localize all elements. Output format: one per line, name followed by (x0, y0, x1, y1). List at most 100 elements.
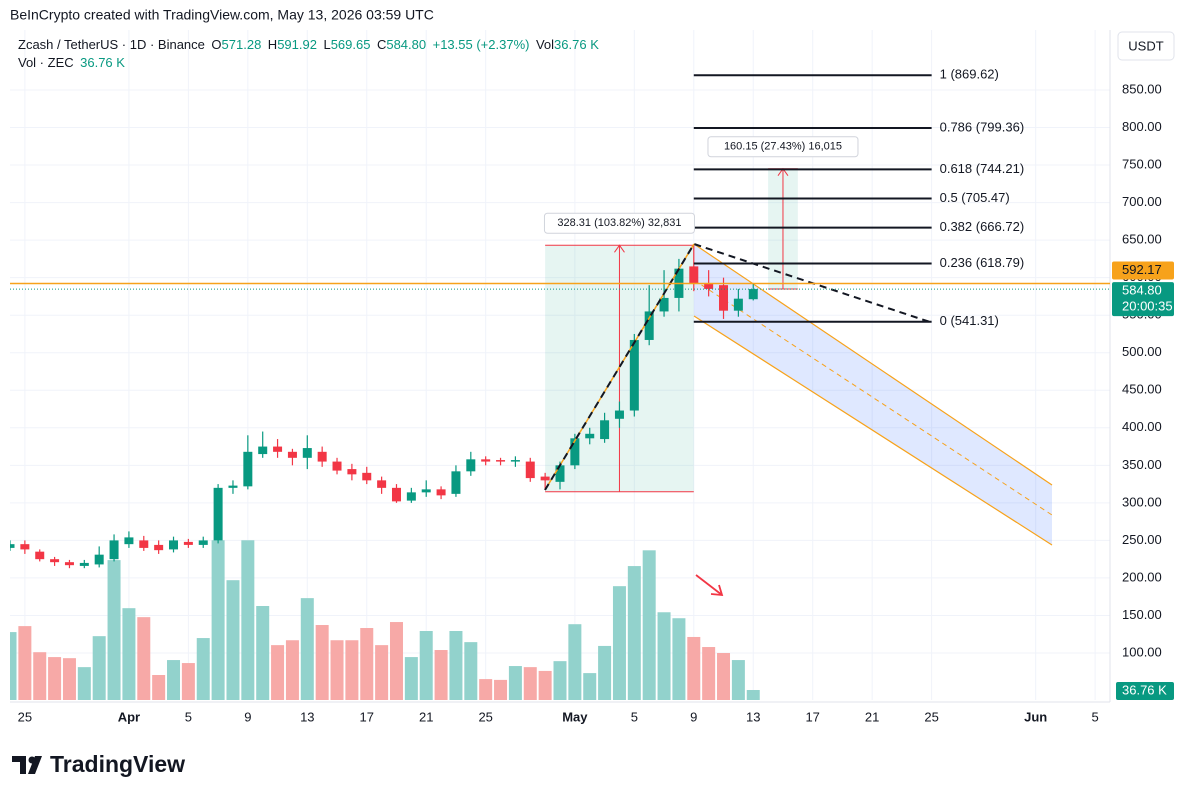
candle-body (629, 339, 639, 411)
volume-value: 36.76 K (554, 37, 599, 52)
volume-bar (345, 640, 359, 700)
x-tick-label: 5 (185, 709, 192, 724)
volume-bar (612, 586, 626, 700)
candle-body (183, 541, 193, 545)
candle-body (317, 451, 327, 462)
down-arrow (695, 574, 723, 596)
candle-body (302, 448, 312, 458)
volume-bar (77, 667, 91, 700)
volume-bar (300, 598, 314, 700)
candle-body (540, 476, 550, 481)
volume-bar (523, 667, 537, 700)
price-line-box (1112, 261, 1174, 280)
volume-bar (464, 642, 478, 700)
candle-body (377, 480, 387, 488)
ohlc-value: 591.92 (277, 37, 317, 52)
candle-body (496, 460, 506, 462)
candle-body (748, 289, 758, 300)
volume-bar (92, 636, 106, 700)
volume-bar (33, 652, 47, 700)
currency[interactable]: USDT (1128, 38, 1163, 53)
measure-label: 328.31 (103.82%) 32,831 (557, 217, 681, 229)
candle-body (481, 459, 491, 462)
y-tick-label: 850.00 (1122, 81, 1162, 96)
candle-body (228, 485, 238, 488)
fibonacci: 1 (869.62) 0.786 (799.36) 0.618 (744.21) 0.… (693, 67, 1025, 328)
candle-body (198, 540, 208, 545)
volume-bar (137, 617, 151, 700)
volume-pane (10, 540, 760, 700)
candle-body (139, 540, 149, 548)
volume-bar (315, 625, 329, 700)
candle-body (332, 461, 342, 471)
candle-body (466, 459, 476, 472)
candle-body (362, 472, 372, 481)
y-tick-label: 150.00 (1122, 607, 1162, 622)
volume-last-box (1116, 682, 1174, 700)
candle-body (585, 433, 595, 439)
volume-bar (717, 653, 731, 700)
change: +13.55 (+2.37%) (432, 37, 530, 52)
last-price-box (1112, 282, 1174, 317)
fib-label: 0.5 (705.47) (940, 190, 1010, 205)
volume-bar (687, 636, 701, 700)
volume-key: Vol (535, 37, 555, 52)
volume-bar (360, 628, 374, 700)
candle-body (243, 451, 253, 487)
fib-label: 0.618 (744.21) (940, 161, 1025, 176)
volume-bar (553, 661, 567, 700)
volume-bar (746, 690, 760, 700)
x-tick-label: 5 (1092, 709, 1099, 724)
y-tick-label: 800.00 (1122, 119, 1162, 134)
candle-body (50, 559, 60, 563)
candle-body (644, 311, 654, 340)
y-tick-label: 700.00 (1122, 194, 1162, 209)
volume-bar (508, 666, 522, 700)
volume-bar (479, 679, 493, 700)
candle-body (719, 285, 729, 311)
volume-bar (241, 540, 255, 700)
candle-body (555, 465, 565, 482)
y-tick-label: 300.00 (1122, 494, 1162, 509)
y-tick-label: 400.00 (1122, 419, 1162, 434)
candle-body (436, 489, 446, 496)
volume-bar (389, 622, 403, 700)
down-arrow-head (710, 584, 724, 597)
ohlc-value: 569.65 (330, 37, 371, 52)
candle-body (10, 544, 15, 548)
candle-body (169, 540, 179, 550)
x-tick-label: 25 (924, 709, 938, 724)
ohlc-key: C (376, 37, 387, 52)
volume-bar (152, 675, 166, 700)
candle-body (451, 471, 461, 494)
candle-body (154, 544, 164, 551)
countdown: 20:00:35 (1122, 299, 1173, 314)
fib-label: 0.236 (618.79) (940, 255, 1025, 270)
ohlc-key: L (323, 37, 331, 52)
volume-series-value: 36.76 K (80, 55, 125, 70)
x-tick-label: 13 (746, 709, 760, 724)
volume-bar (107, 560, 121, 700)
volume-bar (404, 657, 418, 700)
volume-bar (657, 612, 671, 700)
candle-body (704, 283, 714, 289)
currency-button[interactable] (1117, 31, 1175, 61)
candle-body (659, 297, 669, 312)
volume-bar (122, 608, 136, 700)
x-tick-label: 21 (865, 709, 879, 724)
volume-bar (702, 647, 716, 700)
attribution: BeInCrypto created with TradingView.com,… (10, 7, 434, 23)
volume-bar (48, 657, 62, 700)
fib-label: 0.382 (666.72) (940, 219, 1025, 234)
x-tick-label: Jun (1024, 709, 1047, 724)
overlays (544, 242, 931, 491)
ohlc-key: H (267, 37, 278, 52)
volume-bar (226, 580, 240, 700)
ohlc-value: 584.80 (386, 37, 427, 52)
volume-bar (494, 679, 508, 700)
volume-bar (538, 670, 552, 700)
volume-bar (598, 645, 612, 700)
candle-body (94, 554, 104, 565)
candle-body (391, 487, 401, 502)
fib-label: 0.786 (799.36) (940, 119, 1025, 134)
